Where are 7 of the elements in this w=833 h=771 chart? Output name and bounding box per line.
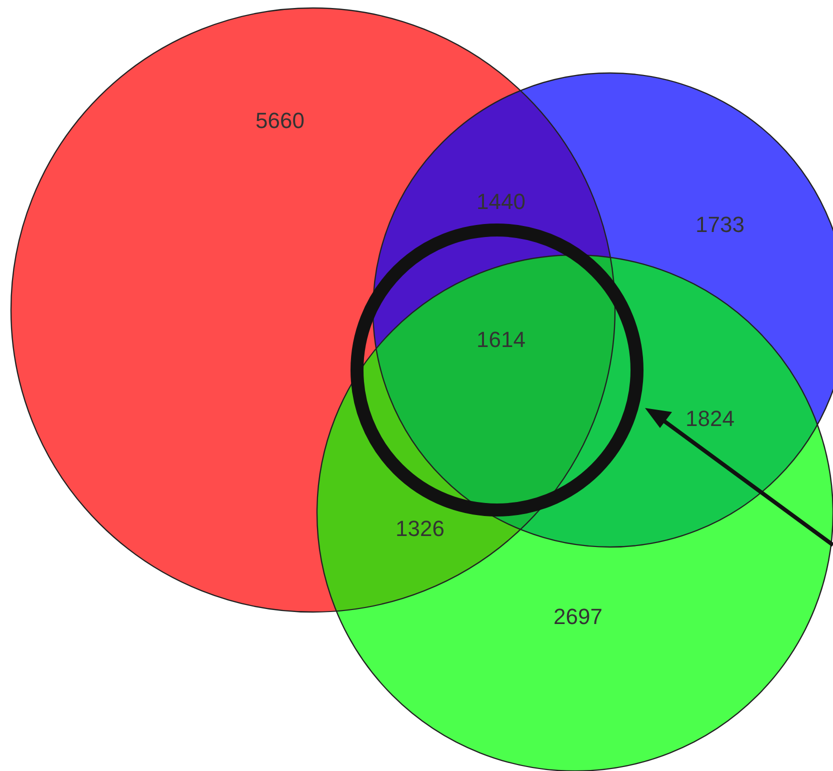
data-label: 1326 bbox=[396, 516, 444, 542]
data-label: 1824 bbox=[686, 406, 734, 432]
data-label: 1440 bbox=[476, 189, 526, 214]
data-label: 2697 bbox=[554, 604, 602, 630]
data-label: 1614 bbox=[476, 327, 526, 352]
data-label: 5660 bbox=[256, 108, 304, 134]
data-label: 1733 bbox=[696, 212, 744, 238]
